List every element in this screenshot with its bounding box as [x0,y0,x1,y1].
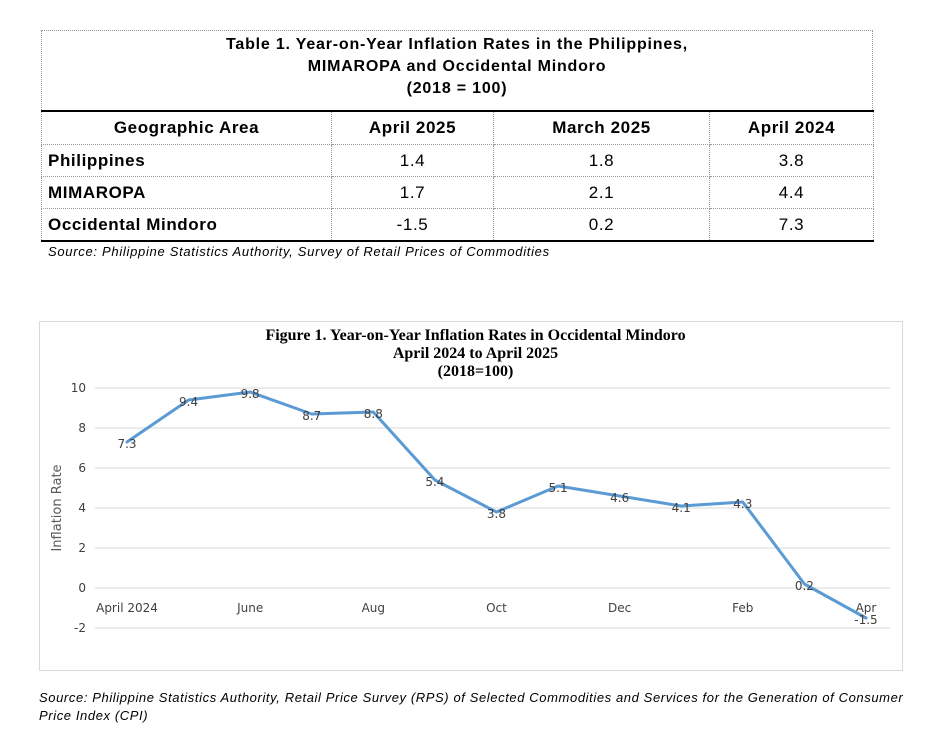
y-tick-label: 10 [71,381,86,395]
chart-frame [39,321,903,671]
table-source-note: Source: Philippine Statistics Authority,… [48,244,550,259]
chart-title-line2: April 2024 to April 2025 [392,345,559,362]
row-value-apr2025: 1.4 [331,144,494,177]
x-tick-label: Feb [732,601,753,615]
header-april-2024: April 2024 [709,110,874,145]
header-geographic-area: Geographic Area [41,110,332,145]
row-value-apr2024: 3.8 [709,144,874,177]
y-tick-label: 8 [78,421,86,435]
chart-source-note: Source: Philippine Statistics Authority,… [39,690,904,723]
data-label: 5.4 [425,475,444,489]
row-value-mar2025: 0.2 [493,208,710,242]
data-label-layer: 7.3 9.4 9.8 8.7 8.8 5.4 3.8 5.1 4.6 4.1 4.3 0.2 -1.5 [117,387,877,627]
data-label: 9.4 [179,395,198,409]
data-label: 4.3 [733,497,752,511]
row-value-apr2025: -1.5 [331,208,494,242]
inflation-table: Geographic Area April 2025 March 2025 Ap… [41,110,874,242]
row-area: Occidental Mindoro [41,208,332,242]
row-value-apr2025: 1.7 [331,176,494,209]
data-label: 0.2 [795,579,814,593]
table-title-line1: Table 1. Year-on-Year Inflation Rates in… [226,36,688,53]
table-row: Philippines 1.4 1.8 3.8 [41,144,874,177]
row-area: MIMAROPA [41,176,332,209]
row-value-mar2025: 2.1 [493,176,710,209]
inflation-table-block: Table 1. Year-on-Year Inflation Rates in… [41,30,874,242]
x-tick-label: April 2024 [96,601,158,615]
chart-title-line1: Figure 1. Year-on-Year Inflation Rates i… [265,327,686,344]
series-line [125,390,868,620]
chart-title: Figure 1. Year-on-Year Inflation Rates i… [0,327,951,381]
data-label: -1.5 [854,613,877,627]
data-label: 3.8 [487,507,506,521]
table-header-row: Geographic Area April 2025 March 2025 Ap… [41,110,874,145]
data-label: 4.6 [610,491,629,505]
y-tick-label: -2 [74,621,86,635]
data-label: 8.7 [302,409,321,423]
x-axis-ticks: April 2024 June Aug Oct Dec Feb Apr [96,601,876,615]
chart-title-line3: (2018=100) [437,363,514,380]
x-tick-label: Oct [486,601,507,615]
x-tick-label: Aug [362,601,385,615]
data-label: 8.8 [364,407,383,421]
table-row: Occidental Mindoro -1.5 0.2 7.3 [41,208,874,242]
y-tick-label: 4 [78,501,86,515]
row-value-apr2024: 4.4 [709,176,874,209]
y-tick-label: 2 [78,541,86,555]
x-tick-label: Apr [856,601,877,615]
y-tick-label: 6 [78,461,86,475]
y-tick-label: 0 [78,581,86,595]
table-title-line3: (2018 = 100) [406,80,508,97]
table-row: MIMAROPA 1.7 2.1 4.4 [41,176,874,209]
x-tick-label: Dec [608,601,631,615]
y-axis-label: Inflation Rate [50,464,65,551]
gridlines [95,387,890,629]
x-tick-label: June [236,601,263,615]
row-value-apr2024: 7.3 [709,208,874,242]
header-march-2025: March 2025 [493,110,710,145]
data-label: 4.1 [672,501,691,515]
row-area: Philippines [41,144,332,177]
table-title-line2: MIMAROPA and Occidental Mindoro [307,58,607,75]
row-value-mar2025: 1.8 [493,144,710,177]
table-title: Table 1. Year-on-Year Inflation Rates in… [41,30,873,110]
data-label: 9.8 [241,387,260,401]
data-label: 7.3 [117,437,136,451]
series-line-layer [125,390,868,620]
y-axis-ticks: -2 0 2 4 6 8 10 [71,381,86,635]
data-label: 5.1 [549,481,568,495]
